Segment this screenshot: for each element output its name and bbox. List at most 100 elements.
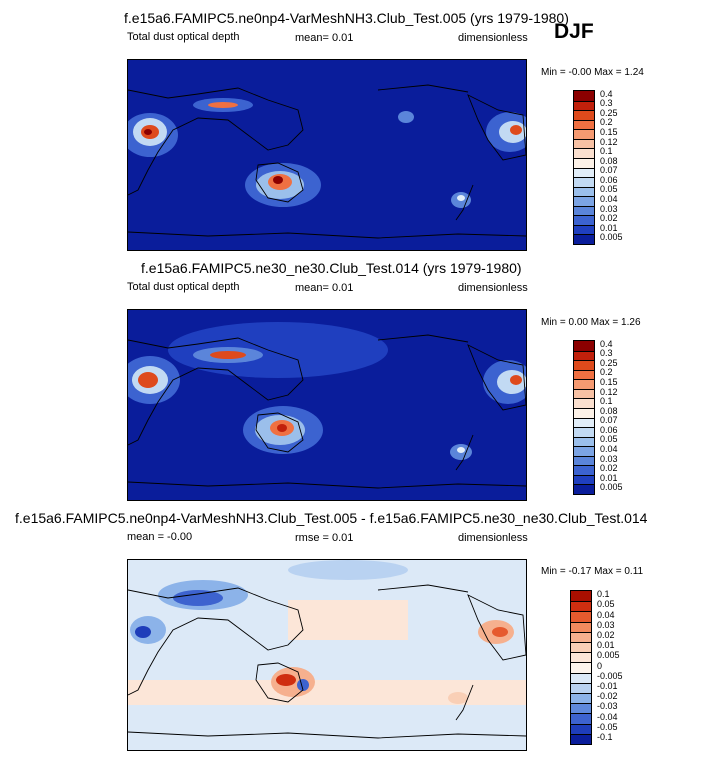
colorbar-tick-label: 0.4 <box>600 88 613 99</box>
coastlines <box>128 584 526 739</box>
coastlines <box>128 334 526 489</box>
colorbar-tick-label: 0.25 <box>600 107 618 118</box>
colorbar-swatch <box>571 611 591 622</box>
colorbar-tick-label: -0.05 <box>597 721 618 732</box>
colorbar-swatch <box>571 723 591 734</box>
panel2-colorbar <box>573 340 595 495</box>
colorbar-tick-label: 0.005 <box>600 482 623 493</box>
colorbar-tick-label: 0.15 <box>600 377 618 388</box>
panel2-variable-label: Total dust optical depth <box>127 281 240 293</box>
colorbar-tick-label: -0.005 <box>597 670 623 681</box>
colorbar-swatch <box>571 693 591 704</box>
colorbar-swatch <box>571 733 591 744</box>
colorbar-swatch <box>574 196 594 206</box>
colorbar-swatch <box>574 388 594 399</box>
colorbar-tick-label: 0.05 <box>600 434 618 445</box>
colorbar-swatch <box>574 205 594 216</box>
colorbar-tick-label: 0.12 <box>600 386 618 397</box>
panel2-map-svg <box>128 310 526 500</box>
colorbar-swatch <box>574 129 594 139</box>
colorbar-swatch <box>574 215 594 225</box>
colorbar-tick-label: 0.3 <box>600 348 613 359</box>
colorbar-swatch <box>571 662 591 673</box>
colorbar-swatch <box>574 350 594 361</box>
panel3-title: f.e15a6.FAMIPC5.ne0np4-VarMeshNH3.Club_T… <box>15 510 648 526</box>
colorbar-tick-label: 0.04 <box>600 443 618 454</box>
colorbar-swatch <box>574 177 594 187</box>
colorbar-swatch <box>574 119 594 130</box>
colorbar-swatch <box>574 398 594 408</box>
colorbar-tick-label: 0.07 <box>600 165 618 176</box>
colorbar-swatch <box>571 601 591 612</box>
colorbar-tick-label: -0.02 <box>597 691 618 702</box>
colorbar-tick-label: 0 <box>597 660 603 671</box>
colorbar-swatch <box>574 234 594 244</box>
colorbar-tick-label: 0.08 <box>600 405 618 416</box>
panel3-rmse: rmse = 0.01 <box>295 532 354 544</box>
colorbar-swatch <box>574 148 594 158</box>
colorbar-tick-label: 0.2 <box>600 117 613 128</box>
colorbar-swatch <box>574 484 594 494</box>
panel1-map-svg <box>128 60 526 250</box>
colorbar-tick-label: 0.25 <box>600 357 618 368</box>
panel1-minmax: Min = -0.00 Max = 1.24 <box>541 67 644 78</box>
colorbar-tick-label: 0.2 <box>600 367 613 378</box>
colorbar-swatch <box>574 427 594 437</box>
panel1-map <box>127 59 527 251</box>
colorbar-swatch <box>574 157 594 168</box>
colorbar-tick-label: 0.03 <box>597 619 615 630</box>
panel2-title: f.e15a6.FAMIPC5.ne30_ne30.Club_Test.014 … <box>141 260 522 276</box>
season-label: DJF <box>554 20 594 43</box>
colorbar-swatch <box>574 407 594 418</box>
colorbar-tick-label: 0.005 <box>597 650 620 661</box>
colorbar-swatch <box>574 379 594 389</box>
colorbar-tick-label: 0.4 <box>600 338 613 349</box>
coastlines <box>128 84 526 239</box>
colorbar-swatch <box>571 652 591 663</box>
difference-features <box>128 560 526 705</box>
colorbar-tick-label: 0.02 <box>600 463 618 474</box>
colorbar-swatch <box>571 682 591 693</box>
colorbar-tick-label: -0.03 <box>597 701 618 712</box>
colorbar-swatch <box>571 672 591 683</box>
colorbar-swatch <box>574 446 594 456</box>
panel3-map <box>127 559 527 751</box>
panel3-minmax: Min = -0.17 Max = 0.11 <box>541 566 644 577</box>
panel3-mean: mean = -0.00 <box>127 531 193 543</box>
colorbar-tick-label: 0.05 <box>597 599 615 610</box>
colorbar-swatch <box>574 138 594 149</box>
colorbar-tick-label: 0.06 <box>600 174 618 185</box>
dust-features <box>128 322 526 460</box>
colorbar-swatch <box>574 417 594 428</box>
colorbar-swatch <box>571 642 591 653</box>
colorbar-swatch <box>574 465 594 475</box>
colorbar-tick-label: -0.04 <box>597 711 618 722</box>
colorbar-tick-label: 0.06 <box>600 424 618 435</box>
colorbar-tick-label: 0.03 <box>600 203 618 214</box>
colorbar-tick-label: 0.01 <box>600 222 618 233</box>
panel3-colorbar <box>570 590 592 745</box>
colorbar-tick-label: 0.08 <box>600 155 618 166</box>
colorbar-tick-label: 0.03 <box>600 453 618 464</box>
panel2-units: dimensionless <box>458 282 528 294</box>
colorbar-tick-label: 0.15 <box>600 127 618 138</box>
colorbar-tick-label: 0.04 <box>600 193 618 204</box>
panel2-map <box>127 309 527 501</box>
colorbar-swatch <box>571 591 591 602</box>
colorbar-swatch <box>574 100 594 111</box>
colorbar-tick-label: 0.07 <box>600 415 618 426</box>
colorbar-tick-label: 0.05 <box>600 184 618 195</box>
colorbar-swatch <box>571 703 591 714</box>
colorbar-tick-label: 0.02 <box>600 213 618 224</box>
colorbar-tick-label: 0.1 <box>600 396 613 407</box>
panel3-units: dimensionless <box>458 532 528 544</box>
colorbar-swatch <box>571 631 591 642</box>
colorbar-tick-label: 0.12 <box>600 136 618 147</box>
colorbar-swatch <box>571 713 591 724</box>
colorbar-tick-label: 0.005 <box>600 232 623 243</box>
colorbar-swatch <box>571 621 591 632</box>
panel2-mean: mean= 0.01 <box>295 282 354 294</box>
colorbar-tick-label: -0.1 <box>597 731 613 742</box>
dust-features <box>128 98 526 208</box>
panel1-units: dimensionless <box>458 32 528 44</box>
